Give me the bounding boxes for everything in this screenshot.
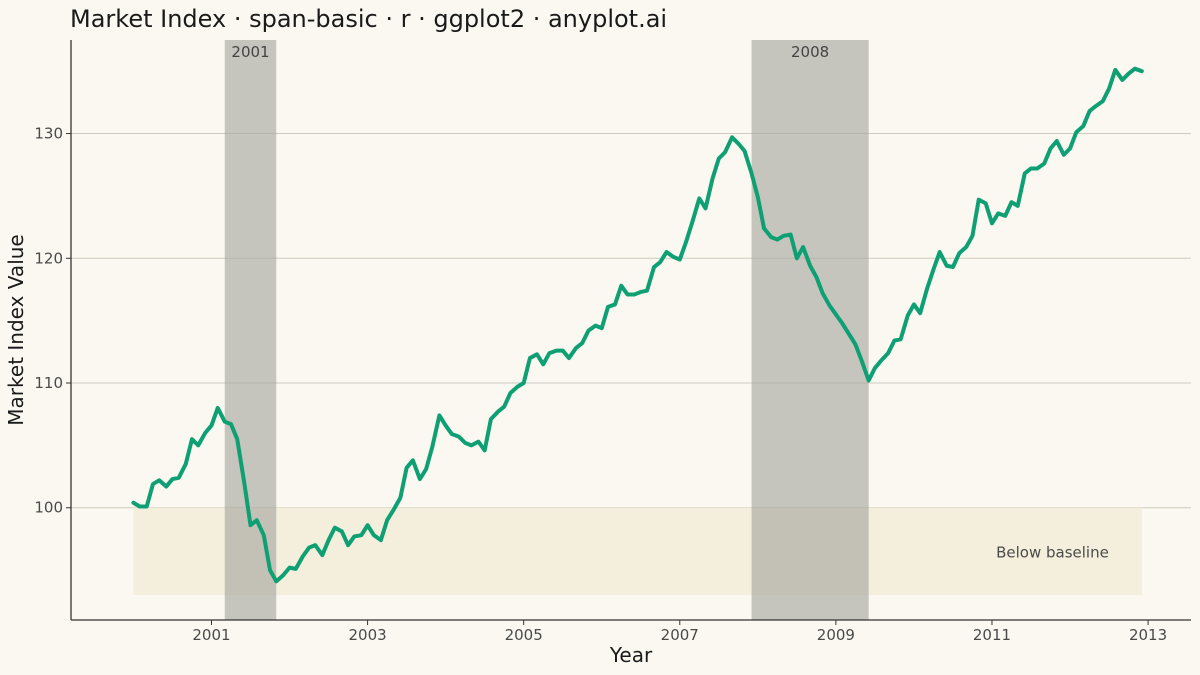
x-tick-label: 2003 bbox=[348, 626, 386, 644]
axes bbox=[70, 40, 1191, 621]
below-baseline-band bbox=[133, 507, 1142, 596]
span-2008 bbox=[751, 40, 869, 620]
span-label-2001: 2001 bbox=[231, 43, 269, 61]
series-line bbox=[131, 66, 1144, 584]
x-tick-label: 2011 bbox=[973, 626, 1011, 644]
x-axis-ticks: 2001 2003 2005 2007 2009 2011 2013 bbox=[192, 620, 1167, 644]
span-layer: 2001 2008 bbox=[224, 40, 869, 620]
y-tick-label: 100 bbox=[34, 499, 63, 517]
band-layer: Below baseline bbox=[133, 507, 1142, 596]
y-tick-label: 110 bbox=[34, 374, 63, 392]
y-axis-title: Market Index Value bbox=[4, 234, 28, 425]
x-tick-label: 2007 bbox=[661, 626, 699, 644]
chart-title: Market Index · span-basic · r · ggplot2 … bbox=[70, 5, 667, 33]
x-tick-label: 2013 bbox=[1129, 626, 1167, 644]
series-layer bbox=[131, 66, 1144, 584]
y-tick-label: 120 bbox=[34, 249, 63, 267]
x-tick-label: 2005 bbox=[505, 626, 543, 644]
band-label: Below baseline bbox=[996, 544, 1109, 562]
x-tick-label: 2009 bbox=[817, 626, 855, 644]
span-label-2008: 2008 bbox=[791, 43, 829, 61]
x-axis-title: Year bbox=[609, 643, 653, 667]
y-tick-label: 130 bbox=[34, 125, 63, 143]
x-tick-label: 2001 bbox=[192, 626, 230, 644]
y-axis-ticks: 100 110 120 130 bbox=[34, 125, 71, 517]
span-2001 bbox=[224, 40, 277, 620]
